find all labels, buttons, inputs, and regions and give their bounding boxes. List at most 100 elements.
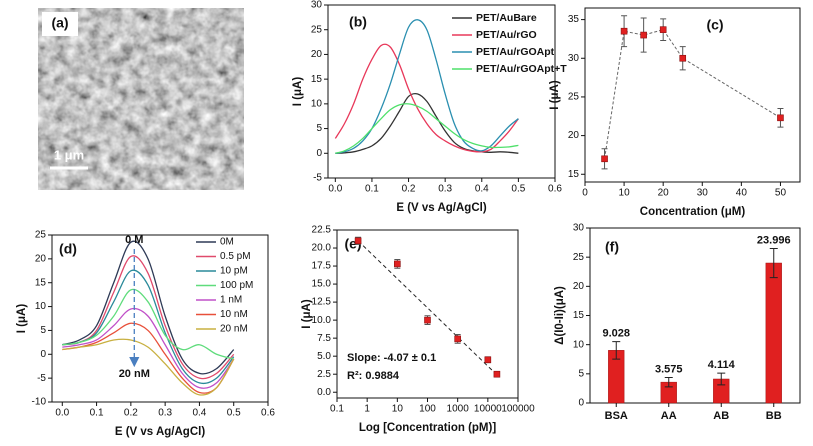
y-tick-label: 5 (40, 325, 46, 336)
y-tick-label: 35 (568, 14, 580, 25)
y-tick-label: 25 (35, 230, 47, 241)
scale-bar-label: 1 μm (54, 147, 84, 162)
y-tick-label: 20 (568, 130, 580, 141)
x-tick-label: 0.2 (124, 408, 138, 419)
y-tick-label: 30 (568, 53, 580, 64)
x-tick-label: 0.0 (55, 408, 69, 419)
legend-label: 10 nM (220, 309, 248, 320)
x-axis-label: E (V vs Ag/AgCl) (396, 202, 486, 214)
x-tick-label: 0.2 (402, 184, 416, 195)
panel-label: (f) (605, 239, 619, 255)
legend-label: 100 pM (220, 280, 253, 291)
point (640, 31, 647, 39)
series-line (62, 338, 235, 396)
value-label: 4.114 (708, 359, 736, 371)
y-tick-label: -5 (313, 173, 322, 184)
annotation: 0 M (125, 234, 143, 246)
y-tick-label: 30 (573, 223, 585, 234)
y-tick-label: 20 (573, 281, 585, 292)
series-line (335, 103, 519, 154)
y-tick-label: 20 (311, 49, 323, 60)
legend-label: 0.5 pM (220, 251, 251, 262)
legend-label: PET/Au/rGOApt+T (476, 63, 567, 75)
panel-label: (a) (51, 15, 68, 31)
x-tick-label: 0.6 (261, 408, 275, 419)
error-bar (769, 247, 778, 279)
y-tick-label: 2.5 (317, 369, 331, 380)
x-tick-label: 0.1 (90, 408, 104, 419)
y-tick-label: 20 (35, 253, 47, 264)
series-line (335, 92, 519, 154)
point (484, 356, 492, 364)
x-tick-label: 30 (697, 188, 709, 199)
value-label: 9.028 (602, 327, 630, 339)
y-axis-label: I (μA) (301, 299, 313, 329)
y-tick-label: 0.0 (317, 387, 331, 398)
y-tick-label: 5 (578, 368, 584, 379)
x-tick-label: 0.1 (330, 404, 344, 415)
annotation: Slope: -4.07 ± 0.1 (347, 352, 436, 364)
point (354, 237, 362, 245)
point (394, 260, 401, 268)
plot-frame (584, 7, 801, 183)
plot-frame (51, 234, 269, 403)
y-tick-label: 7.5 (317, 333, 331, 344)
legend-label: 20 nM (220, 324, 248, 335)
x-tick-label: BB (766, 410, 782, 422)
series-line (62, 288, 234, 360)
y-tick-label: 12.5 (312, 297, 332, 308)
x-tick-label: 10000 (474, 404, 502, 415)
series-line (62, 307, 235, 389)
y-tick-label: 22.5 (312, 225, 332, 236)
y-axis-label: I (μA) (292, 77, 304, 107)
error-bar (664, 376, 673, 388)
connect-line (604, 29, 781, 159)
plot-frame (327, 4, 556, 179)
x-tick-label: 0.3 (438, 184, 452, 195)
series-line (62, 255, 235, 380)
legend-label: 0M (220, 237, 234, 248)
x-tick-label: 0.4 (192, 408, 206, 419)
legend-label: 10 pM (220, 266, 248, 277)
y-tick-label: 15 (568, 169, 580, 180)
y-tick-label: 0 (316, 148, 322, 159)
point (620, 27, 628, 35)
x-tick-label: AB (713, 410, 729, 422)
point (493, 370, 501, 378)
value-label: 3.575 (655, 363, 683, 375)
panel-label: (c) (706, 17, 723, 33)
x-tick-label: 1 (364, 404, 370, 415)
series-line (335, 19, 519, 154)
x-tick-label: 0.4 (475, 184, 489, 195)
x-tick-label: BSA (605, 410, 628, 422)
x-tick-label: 100000 (501, 404, 535, 415)
point (601, 155, 608, 163)
series-line (334, 43, 519, 153)
panel-label: (d) (59, 241, 77, 257)
x-axis-label: Log [Concentration (pM)] (359, 422, 497, 434)
point (424, 316, 431, 324)
y-tick-label: -10 (32, 397, 47, 408)
panel-label-box (42, 12, 78, 36)
x-tick-label: 0.0 (328, 184, 342, 195)
series-line (62, 269, 235, 385)
x-tick-label: 0.5 (511, 184, 525, 195)
error-bar (717, 372, 726, 386)
x-tick-label: 0.6 (548, 184, 562, 195)
y-tick-label: 15.0 (312, 279, 332, 290)
x-tick-label: AA (661, 410, 677, 422)
annotation: 20 nM (119, 368, 150, 380)
value-label: 23.996 (757, 234, 791, 246)
point (659, 26, 667, 33)
x-tick-label: 1000 (447, 404, 470, 415)
series-line (62, 322, 235, 394)
y-axis-label: Δ(I0-Ii)(μA) (554, 286, 566, 345)
y-tick-label: 30 (311, 0, 323, 11)
x-tick-label: 0.5 (227, 408, 241, 419)
y-tick-label: 25 (573, 252, 585, 263)
y-tick-label: 0 (40, 349, 46, 360)
sem-image (38, 8, 244, 190)
point (454, 335, 461, 343)
y-tick-label: -5 (37, 373, 46, 384)
